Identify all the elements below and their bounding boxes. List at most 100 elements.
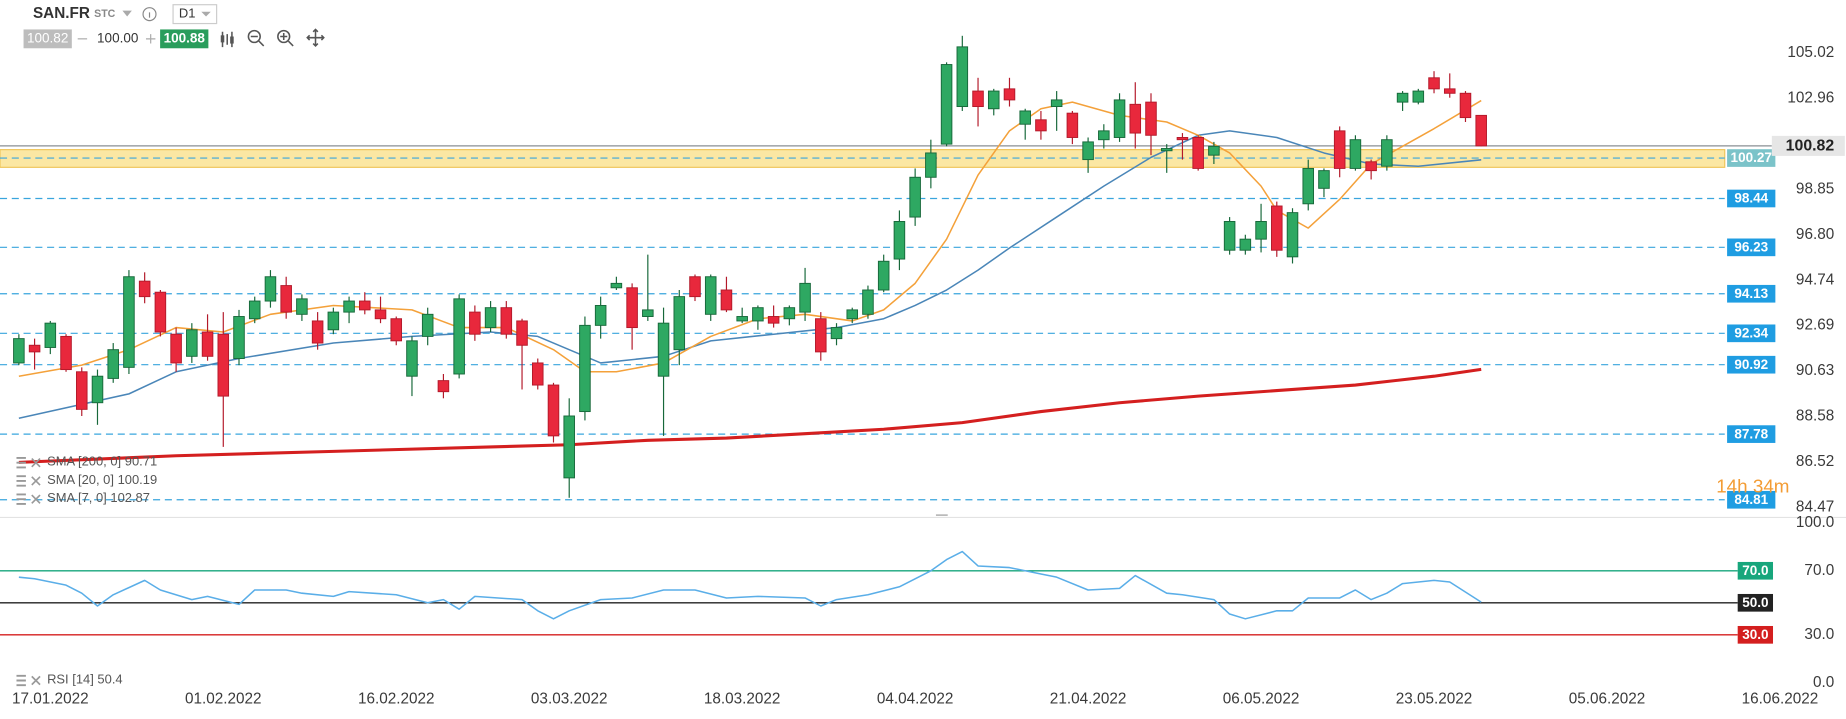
volume[interactable]: 100.00 — [97, 30, 138, 45]
market-dropdown[interactable] — [122, 10, 132, 17]
chart-type-body — [230, 36, 234, 44]
market: STC — [94, 8, 116, 20]
level-tag — [1727, 189, 1776, 208]
candle-body — [767, 316, 780, 324]
y-tick-label: 92.69 — [1796, 317, 1834, 334]
candle-body — [248, 300, 261, 320]
candle — [1208, 141, 1220, 165]
level-label: 84.81 — [1734, 492, 1768, 507]
level-tag — [1727, 324, 1776, 343]
candle — [1019, 108, 1031, 140]
pan-icon[interactable] — [306, 28, 325, 47]
moving-average-line — [18, 367, 1482, 464]
candle-body — [846, 309, 859, 320]
candle-body — [909, 176, 921, 218]
symbol[interactable]: SAN.FR — [33, 5, 90, 22]
candle — [1302, 159, 1315, 211]
timeframe-box[interactable] — [172, 4, 218, 25]
candle-body — [1003, 88, 1016, 101]
candle-body — [406, 340, 418, 377]
candle — [720, 276, 733, 313]
rsi-level-tag — [1737, 593, 1774, 612]
candle — [44, 320, 57, 355]
candle — [91, 369, 104, 425]
level-tag — [1727, 425, 1776, 443]
info-icon[interactable] — [142, 7, 157, 22]
rsi-level-label: 70.0 — [1742, 563, 1768, 578]
candle-body — [311, 320, 324, 344]
candle — [547, 382, 560, 443]
candle — [453, 294, 465, 379]
x-tick-label: 06.05.2022 — [1223, 690, 1300, 707]
candle — [1113, 93, 1126, 142]
zoom-out-icon[interactable] — [247, 29, 265, 47]
level-tag — [1727, 490, 1776, 509]
timeframe: D1 — [179, 6, 196, 21]
candle — [217, 312, 230, 447]
candle-body — [610, 282, 623, 289]
chart-type-icon[interactable] — [220, 31, 234, 48]
candle-body — [1208, 145, 1220, 156]
plot-area: 100.27 98.44 96.23 94.13 92.34 90.92 87.78 84.8… — [0, 35, 1845, 707]
legend-close-icon[interactable] — [31, 457, 41, 468]
last-price-tag — [1771, 135, 1845, 156]
candle — [233, 309, 245, 366]
level-tag — [1727, 284, 1776, 303]
candle — [594, 296, 607, 339]
candle-body — [390, 318, 403, 342]
candle — [296, 294, 308, 321]
candle — [940, 62, 953, 147]
level-label: 100.27 — [1731, 150, 1772, 165]
plus-button[interactable] — [145, 34, 156, 44]
candle — [1318, 168, 1330, 198]
candle-body — [469, 311, 481, 335]
legend-close-icon[interactable] — [31, 675, 41, 686]
rsi-level-label: 50.0 — [1742, 595, 1768, 610]
candle — [437, 373, 450, 399]
candle — [390, 316, 403, 346]
candle — [28, 338, 41, 370]
ask: 100.88 — [164, 30, 206, 45]
candle — [909, 168, 921, 226]
candle-body — [579, 324, 591, 413]
candle — [846, 307, 859, 324]
candle — [201, 314, 214, 361]
level-label: 92.34 — [1734, 325, 1768, 340]
candle-body — [170, 333, 182, 364]
legend-close-icon[interactable] — [31, 494, 41, 504]
y-tick-label: 98.85 — [1796, 180, 1834, 197]
level-label: 94.13 — [1734, 286, 1768, 301]
candle — [626, 283, 638, 350]
candle — [484, 301, 497, 332]
level-tag — [1727, 149, 1776, 167]
pan-glyph — [306, 28, 325, 47]
candle — [1050, 91, 1063, 131]
legend-close-icon[interactable] — [31, 476, 41, 486]
rsi-y-tick-label: 0.0 — [1813, 674, 1834, 691]
candle-body — [1381, 139, 1393, 167]
legend-menu-icon — [16, 674, 26, 687]
candle — [1459, 91, 1472, 123]
candle-body — [327, 311, 340, 331]
rsi-level-tag — [1737, 561, 1774, 580]
candle-body — [1129, 103, 1142, 134]
candle — [563, 398, 575, 498]
zoom-in-icon[interactable] — [277, 29, 294, 47]
candle — [248, 296, 261, 324]
candle — [138, 272, 151, 304]
candle-body — [107, 349, 119, 379]
candle-body — [799, 282, 811, 313]
legend-name: SMA [200, 0] — [47, 454, 121, 469]
zoom-in-glyph — [280, 32, 294, 47]
x-tick-label: 18.03.2022 — [704, 690, 781, 707]
rsi-y-tick-label: 100.0 — [1796, 514, 1834, 531]
candle-body — [264, 276, 277, 302]
candle — [579, 316, 591, 421]
bid-box[interactable] — [23, 29, 72, 49]
candle-body — [1302, 167, 1315, 205]
candle-body — [1035, 119, 1047, 132]
ask-box[interactable] — [160, 29, 209, 49]
